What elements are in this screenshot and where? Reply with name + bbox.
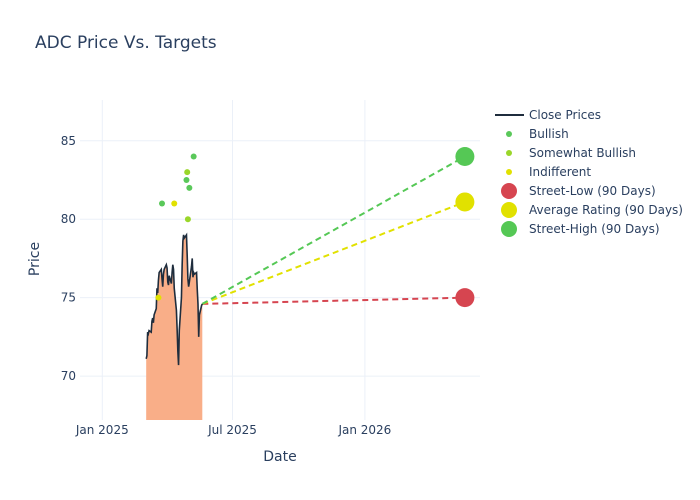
target-line: [202, 296, 465, 305]
rating-marker: [190, 153, 197, 160]
legend-label: Indifferent: [529, 165, 591, 179]
x-axis-title: Date: [263, 449, 296, 465]
rating-marker: [186, 184, 193, 191]
axes: 70 75 80 85 Jan 2025 Jul 2025 Jan 2026: [61, 134, 392, 437]
chart-title: ADC Price Vs. Targets: [35, 33, 217, 53]
rating-marker: [183, 177, 190, 183]
y-tick-label: 85: [61, 134, 76, 148]
y-axis-title: Price: [27, 242, 43, 276]
x-tick-label: Jan 2025: [75, 423, 129, 437]
close-price-area: [146, 234, 203, 420]
legend-swatch: [506, 150, 512, 156]
target-marker: [455, 192, 475, 212]
y-tick-label: 70: [61, 369, 76, 383]
rating-marker: [184, 169, 191, 176]
rating-marker: [155, 294, 162, 301]
gridlines: [80, 100, 480, 420]
rating-marker: [171, 200, 178, 207]
legend-label: Somewhat Bullish: [529, 146, 636, 160]
x-tick-label: Jan 2026: [337, 423, 391, 437]
legend: Close Prices Bullish Somewhat Bullish Indif…: [495, 108, 683, 237]
legend-swatch: [506, 169, 512, 175]
rating-marker: [159, 200, 166, 207]
legend-swatch: [501, 183, 517, 199]
legend-label: Average Rating (90 Days): [529, 203, 683, 217]
target-line: [201, 201, 466, 305]
target-line: [201, 155, 466, 305]
legend-swatch: [506, 131, 512, 137]
legend-label: Street-Low (90 Days): [529, 184, 656, 198]
legend-label: Close Prices: [529, 108, 601, 122]
legend-swatch: [501, 221, 517, 237]
target-marker: [455, 146, 475, 166]
target-marker: [455, 288, 475, 308]
rating-marker: [184, 216, 191, 223]
x-tick-label: Jul 2025: [207, 423, 257, 437]
legend-swatch: [501, 202, 517, 218]
plot-area: [145, 146, 475, 420]
close-price-line: [145, 232, 204, 366]
legend-label: Street-High (90 Days): [529, 222, 660, 236]
legend-label: Bullish: [529, 127, 569, 141]
y-tick-label: 75: [61, 291, 76, 305]
y-tick-label: 80: [61, 212, 76, 226]
